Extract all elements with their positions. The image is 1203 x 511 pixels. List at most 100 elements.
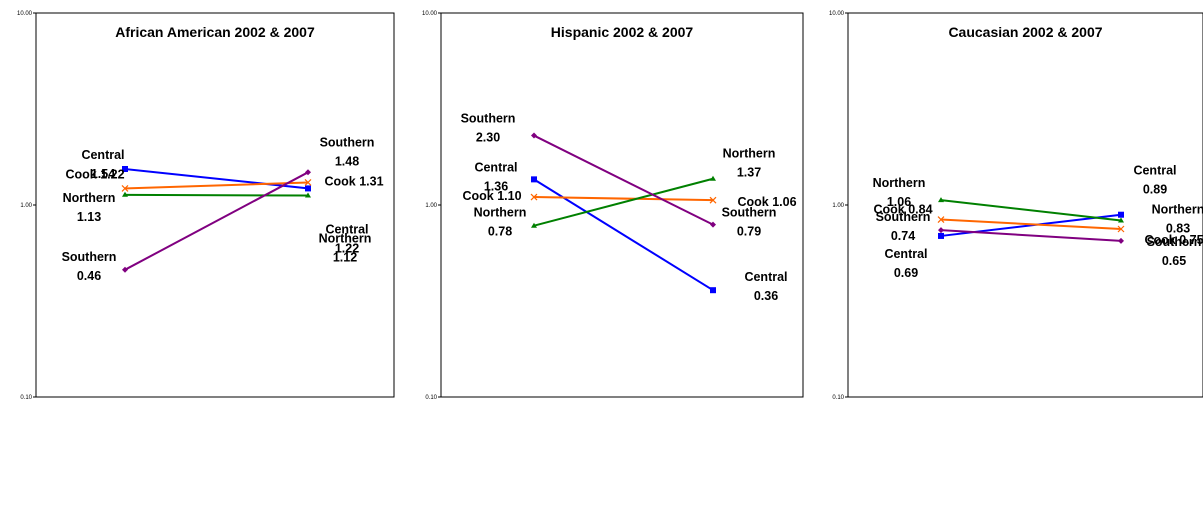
data-point-central	[938, 232, 944, 239]
data-point-central	[531, 176, 537, 183]
data-label-line: Southern	[876, 210, 931, 224]
series-line-central	[124, 168, 309, 190]
data-label-line: Southern	[320, 135, 375, 149]
data-label-line: Cook 0.75	[1144, 233, 1203, 247]
data-label-northern: Northern 1.06	[873, 176, 926, 209]
plot-area-frame	[35, 12, 395, 398]
series-line-southern	[533, 134, 714, 226]
data-point-northern	[122, 191, 128, 197]
series-line-cook	[124, 181, 309, 190]
data-label-line: Northern	[873, 176, 926, 190]
data-label-line: Northern	[723, 147, 776, 161]
chart-title: African American 2002 & 2007	[115, 24, 315, 40]
data-label-line: Northern	[319, 232, 372, 246]
series-line-southern	[940, 229, 1122, 242]
data-label-line: Central	[884, 247, 927, 261]
data-label-line: 1.37	[737, 166, 761, 180]
data-point-cook	[1117, 225, 1125, 233]
data-label-southern: Southern 1.48	[320, 135, 375, 168]
data-label-line: 0.83	[1166, 222, 1190, 236]
data-point-southern	[938, 227, 944, 234]
data-label-cook: Cook 0.75	[1144, 233, 1203, 247]
data-label-line: Cook 0.84	[873, 203, 932, 217]
data-label-line: 0.79	[737, 225, 761, 239]
data-label-southern: Southern 0.46	[62, 250, 117, 283]
data-label-line: Southern	[1147, 235, 1202, 249]
data-label-line: Northern	[474, 206, 527, 220]
data-label-cook: Cook 1.31	[324, 174, 383, 188]
data-point-cook	[304, 179, 312, 186]
data-label-line: Northern	[1152, 203, 1203, 217]
data-label-line: 0.78	[488, 225, 512, 239]
y-tick-label: 10.00	[829, 11, 845, 17]
data-label-line: 0.65	[1162, 254, 1186, 268]
data-label-southern: Southern 0.74	[876, 210, 931, 243]
chart-panel-1: 10.00 1.00 0.10 African American 2002 & 200…	[17, 11, 395, 401]
data-label-northern: Northern 1.12	[319, 232, 372, 265]
data-label-line: 1.54	[91, 167, 115, 181]
y-tick-label: 10.00	[17, 11, 33, 17]
data-label-southern: Southern 0.65	[1147, 235, 1202, 268]
series-line-cook	[940, 218, 1122, 230]
data-label-line: Cook 1.06	[737, 195, 796, 209]
data-label-line: Southern	[461, 112, 516, 126]
data-point-cook	[709, 196, 717, 204]
data-label-line: 1.48	[335, 154, 359, 168]
data-label-line: 1.22	[335, 241, 359, 255]
series-line-southern	[124, 171, 309, 271]
data-label-line: 1.06	[887, 195, 911, 209]
data-label-cook: Cook 0.84	[873, 203, 932, 217]
chart-title: Hispanic 2002 & 2007	[551, 24, 694, 40]
data-label-central: Central 0.89	[1133, 164, 1176, 197]
plot-area-frame	[847, 12, 1203, 398]
data-label-line: Central	[325, 222, 368, 236]
data-label-line: 2.30	[476, 131, 500, 145]
data-point-southern	[305, 169, 311, 176]
data-point-northern	[531, 222, 537, 228]
data-label-line: Cook 1.22	[65, 167, 124, 181]
data-point-northern	[305, 192, 311, 198]
data-point-southern	[710, 221, 716, 228]
data-label-cook: Cook 1.06	[737, 195, 796, 209]
data-point-northern	[710, 175, 716, 181]
data-point-cook-b	[709, 196, 717, 204]
data-point-southern	[122, 266, 128, 273]
y-tick-label: 1.00	[425, 203, 437, 209]
data-point-cook	[530, 193, 538, 201]
data-label-line: 0.74	[891, 229, 915, 243]
data-point-southern	[531, 132, 537, 139]
y-tick-label: 0.10	[832, 395, 844, 401]
data-point-northern	[1118, 217, 1124, 223]
data-point-cook-b	[121, 184, 129, 192]
data-label-northern: Northern 0.78	[474, 206, 527, 239]
y-tick-label: 10.00	[422, 11, 438, 17]
data-label-line: Central	[744, 270, 787, 284]
chart-title: Caucasian 2002 & 2007	[948, 24, 1102, 40]
data-label-line: Southern	[722, 206, 777, 220]
data-point-cook	[937, 216, 945, 223]
data-label-line: Central	[81, 148, 124, 162]
y-tick-label: 1.00	[20, 203, 32, 209]
y-tick-label: 0.10	[20, 395, 32, 401]
data-label-central: Central 0.69	[884, 247, 927, 280]
data-label-line: Central	[1133, 164, 1176, 178]
data-label-central: Central 1.36	[474, 160, 517, 193]
series-line-northern	[940, 199, 1122, 222]
data-label-line: 1.13	[77, 210, 101, 224]
data-label-southern: Southern 0.79	[722, 206, 777, 239]
data-point-cook-b	[1117, 225, 1125, 233]
data-label-southern: Southern 2.30	[461, 112, 516, 145]
data-label-cook: Cook 1.10	[462, 189, 521, 203]
data-label-central: Central 1.54	[81, 148, 124, 181]
data-label-line: 0.36	[754, 289, 778, 303]
data-label-line: 0.46	[77, 269, 101, 283]
data-label-central: Central 0.36	[744, 270, 787, 303]
data-point-cook-b	[304, 179, 312, 186]
y-tick-label: 0.10	[425, 395, 437, 401]
data-label-line: Northern	[63, 191, 116, 205]
data-label-line: Cook 1.31	[324, 174, 383, 188]
data-point-central	[305, 185, 311, 192]
data-label-line: 0.89	[1143, 183, 1167, 197]
data-label-northern: Northern 1.13	[63, 191, 116, 224]
